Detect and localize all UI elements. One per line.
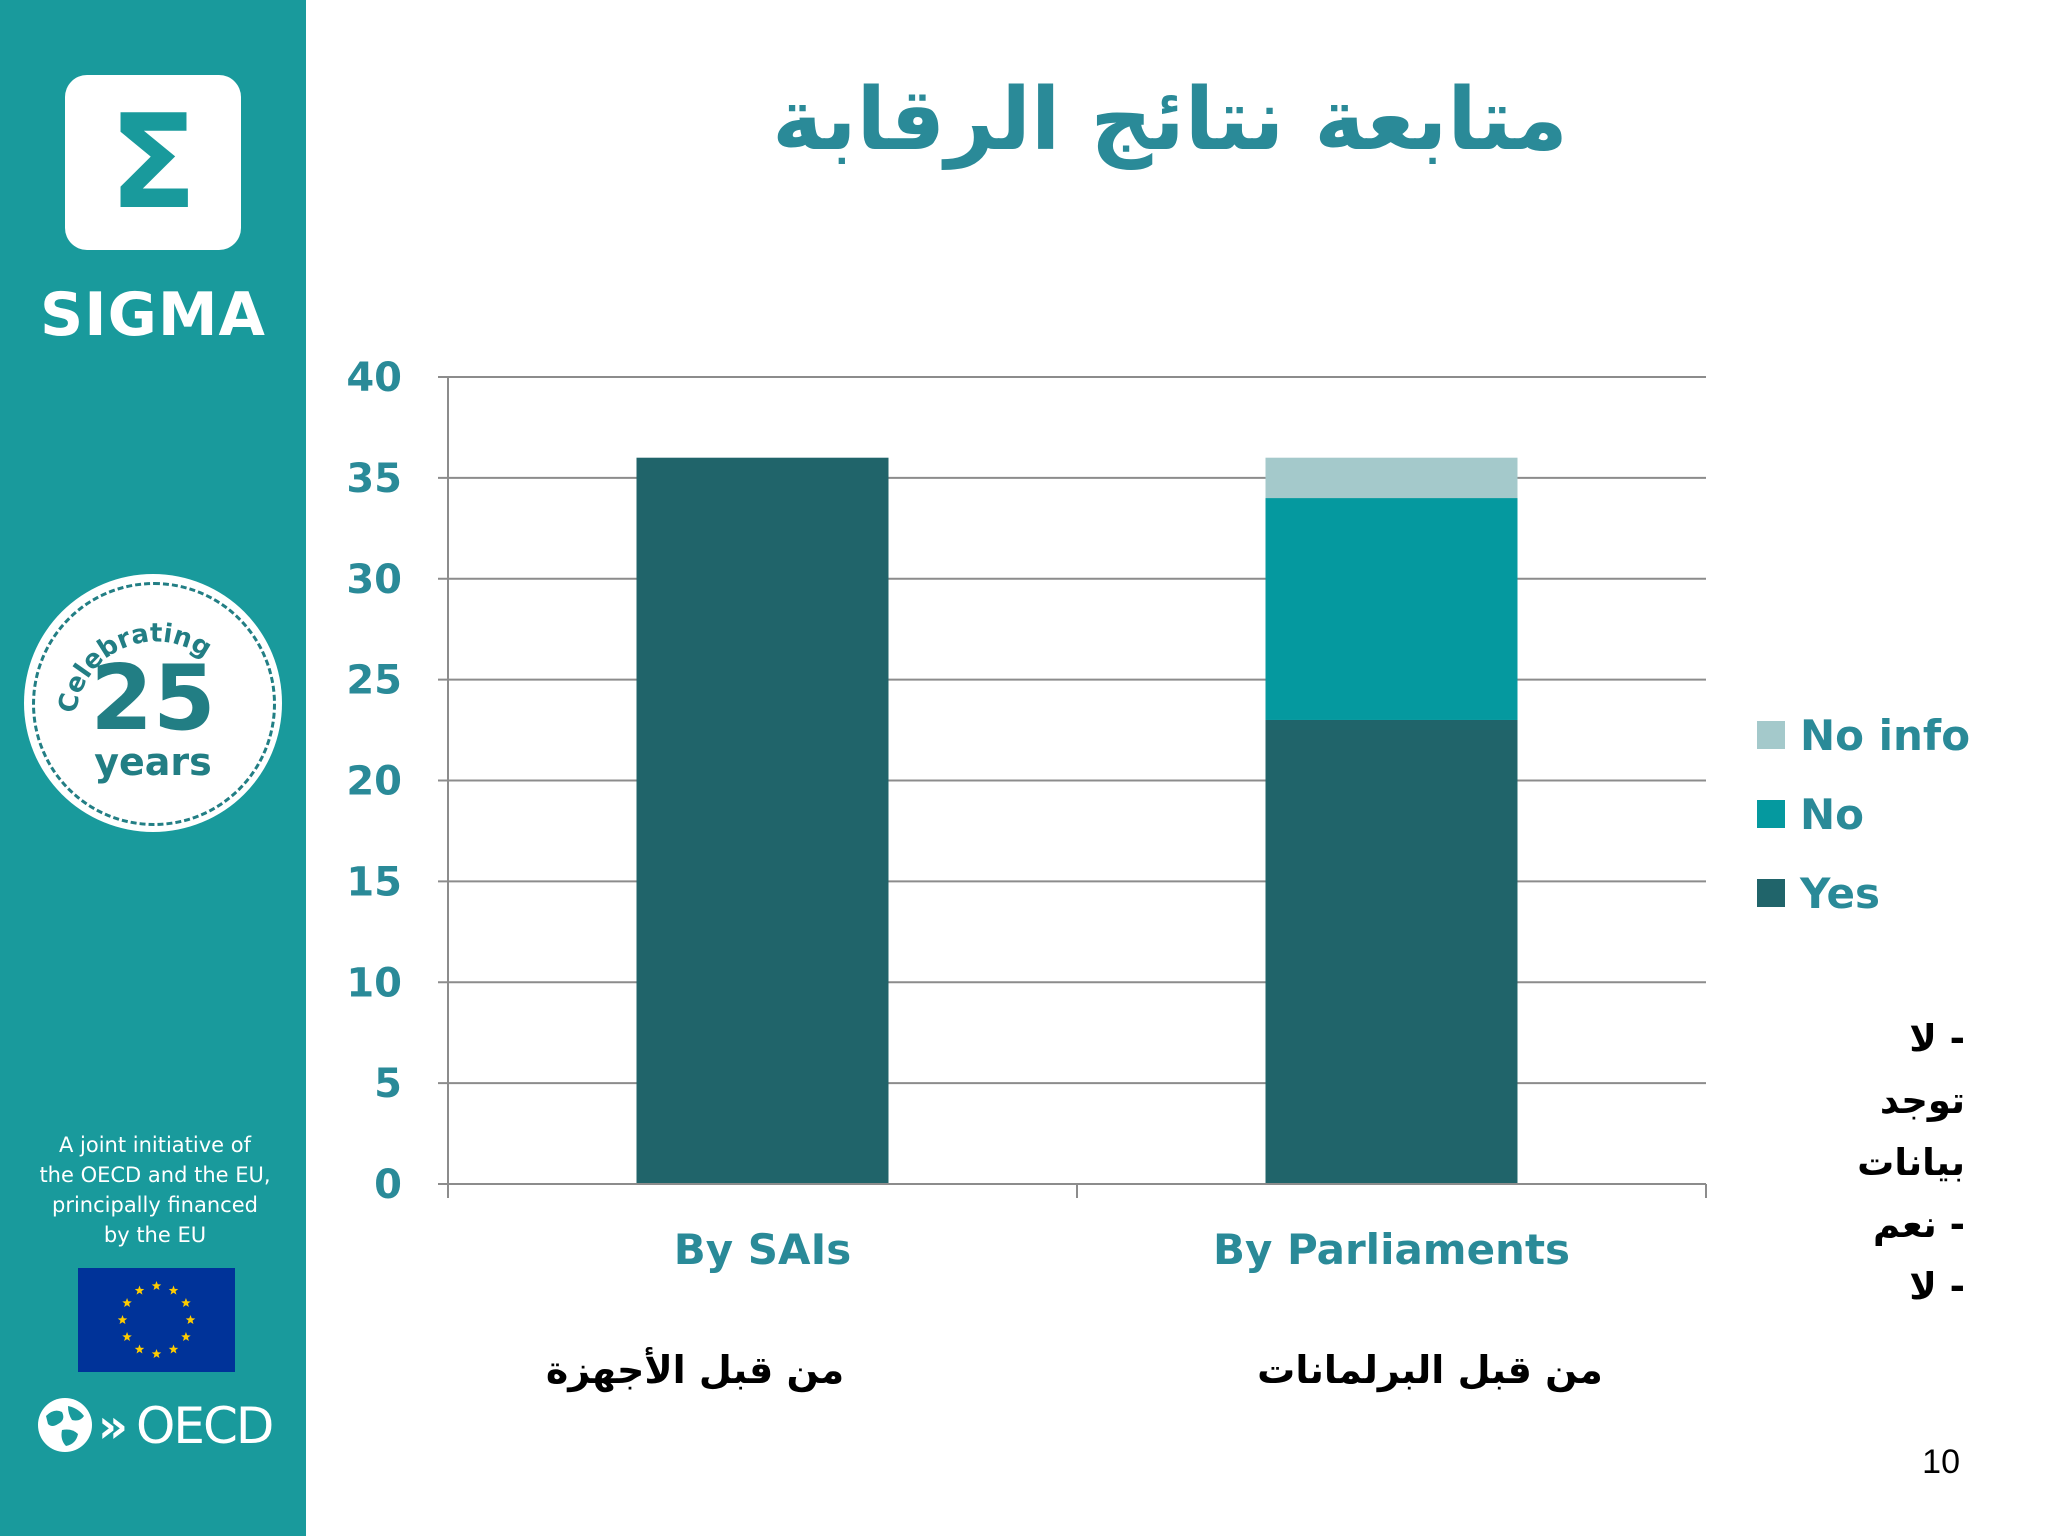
eu-star-icon (151, 1281, 162, 1291)
seal-ring (32, 582, 276, 826)
sidebar: Σ SIGMA Celebrating 25 years A joint ini… (0, 0, 306, 1536)
eu-star-icon (168, 1344, 179, 1354)
legend-swatch (1757, 721, 1785, 749)
y-tick-label: 20 (346, 759, 402, 805)
arabic-note-line: - لا (1909, 1265, 1965, 1308)
legend-label: No (1800, 790, 1864, 839)
eu-flag-icon (78, 1268, 235, 1372)
eu-star-icon (122, 1298, 132, 1308)
arabic-note-line: توجد (1879, 1079, 1965, 1122)
oecd-logo: ›› OECD (36, 1396, 296, 1456)
eu-star-icon (168, 1285, 179, 1295)
arabic-category-label-sais: من قبل الأجهزة (545, 1348, 845, 1392)
joint-line: A joint initiative of (58, 1133, 252, 1157)
seal-unit: years (94, 740, 212, 784)
sigma-symbol-icon: Σ (108, 86, 198, 238)
y-tick-label: 5 (374, 1061, 402, 1107)
joint-line: by the EU (103, 1223, 207, 1247)
y-tick-label: 40 (346, 355, 402, 401)
y-tick-label: 0 (374, 1162, 402, 1208)
arabic-note-line: بيانات (1857, 1141, 1965, 1184)
y-tick-label: 30 (346, 557, 402, 603)
eu-star-icon (181, 1332, 191, 1342)
eu-star-icon (151, 1349, 162, 1359)
eu-star-icon (181, 1298, 191, 1308)
bar-segment-no (1265, 498, 1518, 720)
y-tick-label: 15 (346, 859, 402, 905)
y-tick-label: 35 (346, 456, 402, 502)
bar-segment-no-info (1265, 457, 1518, 499)
joint-line: the OECD and the EU, (39, 1163, 271, 1187)
category-label: By SAIs (674, 1225, 851, 1274)
category-label: By Parliaments (1213, 1225, 1570, 1274)
eu-stars-svg (117, 1281, 196, 1359)
eu-star-icon (134, 1285, 145, 1295)
joint-line: principally financed (52, 1193, 258, 1217)
legend-label: No info (1800, 711, 1970, 760)
bar-segment-yes (1265, 719, 1518, 1184)
globe-icon (38, 1398, 92, 1452)
seal-number: 25 (90, 646, 216, 751)
eu-star-icon (122, 1332, 132, 1342)
joint-initiative-text: A joint initiative of the OECD and the E… (20, 1130, 290, 1250)
oecd-wordmark: OECD (136, 1397, 274, 1455)
arabic-note-line: - لا (1909, 1017, 1965, 1060)
eu-star-icon (134, 1344, 145, 1354)
anniversary-seal: Celebrating 25 years (24, 574, 282, 832)
brand-name: SIGMA (40, 280, 266, 350)
eu-star-icon (117, 1315, 128, 1325)
arabic-note-line: - نعم (1872, 1203, 1965, 1246)
seal-arc-svg: Celebrating (53, 618, 217, 715)
y-tick-label: 25 (346, 658, 402, 704)
legend-swatch (1757, 879, 1785, 907)
legend-swatch (1757, 800, 1785, 828)
y-tick-label: 10 (346, 960, 402, 1006)
arabic-category-label-parliaments: من قبل البرلمانات (1257, 1348, 1603, 1392)
slide-title: متابعة نتائج الرقابة (772, 70, 1568, 170)
bar-segment-yes (636, 457, 889, 1184)
arabic-legend-notes: - لا توجد بيانات - نعم - لا (1780, 1008, 1965, 1318)
sigma-logo: Σ (65, 75, 241, 250)
eu-star-icon (185, 1315, 196, 1325)
legend-label: Yes (1799, 869, 1880, 918)
page-number: 10 (1922, 1443, 1960, 1481)
